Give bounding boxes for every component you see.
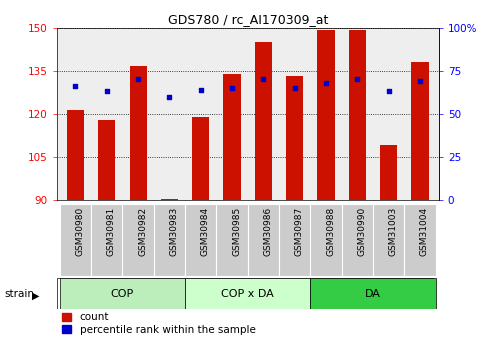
- Text: GSM30983: GSM30983: [170, 207, 178, 256]
- Bar: [349, 30, 366, 200]
- Text: GSM30982: GSM30982: [138, 207, 147, 256]
- Text: GSM30990: GSM30990: [357, 207, 366, 256]
- Bar: [286, 77, 303, 200]
- Bar: [154, 204, 185, 276]
- Text: GSM30981: GSM30981: [107, 207, 116, 256]
- Bar: [248, 204, 279, 276]
- Bar: [122, 204, 154, 276]
- Point: [259, 77, 267, 82]
- Bar: [60, 278, 185, 309]
- Bar: [317, 30, 335, 200]
- Text: GSM30986: GSM30986: [263, 207, 273, 256]
- Bar: [373, 204, 404, 276]
- Legend: count, percentile rank within the sample: count, percentile rank within the sample: [62, 312, 255, 335]
- Text: GSM31003: GSM31003: [388, 207, 398, 256]
- Bar: [342, 204, 373, 276]
- Bar: [380, 146, 397, 200]
- Title: GDS780 / rc_AI170309_at: GDS780 / rc_AI170309_at: [168, 13, 328, 27]
- Bar: [98, 120, 115, 200]
- Point: [166, 94, 174, 99]
- Point: [197, 87, 205, 92]
- Bar: [411, 62, 428, 200]
- Bar: [60, 204, 91, 276]
- Text: GSM30987: GSM30987: [295, 207, 304, 256]
- Bar: [223, 73, 241, 200]
- Text: GSM30988: GSM30988: [326, 207, 335, 256]
- Bar: [185, 278, 311, 309]
- Bar: [91, 204, 122, 276]
- Text: DA: DA: [365, 289, 381, 298]
- Point: [134, 77, 142, 82]
- Point: [103, 89, 111, 94]
- Bar: [255, 42, 272, 200]
- Bar: [161, 199, 178, 200]
- Point: [353, 77, 361, 82]
- Bar: [404, 204, 436, 276]
- Bar: [192, 117, 210, 200]
- Bar: [311, 278, 436, 309]
- Text: GSM30980: GSM30980: [75, 207, 84, 256]
- Text: strain: strain: [4, 289, 34, 298]
- Point: [416, 78, 424, 84]
- Bar: [67, 110, 84, 200]
- Point: [385, 89, 392, 94]
- Point: [71, 83, 79, 89]
- Bar: [311, 204, 342, 276]
- Text: GSM31004: GSM31004: [420, 207, 429, 256]
- Bar: [130, 66, 147, 200]
- Bar: [216, 204, 248, 276]
- Text: COP: COP: [111, 289, 134, 298]
- Point: [291, 85, 299, 91]
- Bar: [279, 204, 311, 276]
- Text: GSM30984: GSM30984: [201, 207, 210, 256]
- Bar: [185, 204, 216, 276]
- Text: GSM30985: GSM30985: [232, 207, 241, 256]
- Point: [228, 85, 236, 91]
- Text: COP x DA: COP x DA: [221, 289, 274, 298]
- Point: [322, 80, 330, 86]
- Text: ▶: ▶: [32, 290, 39, 300]
